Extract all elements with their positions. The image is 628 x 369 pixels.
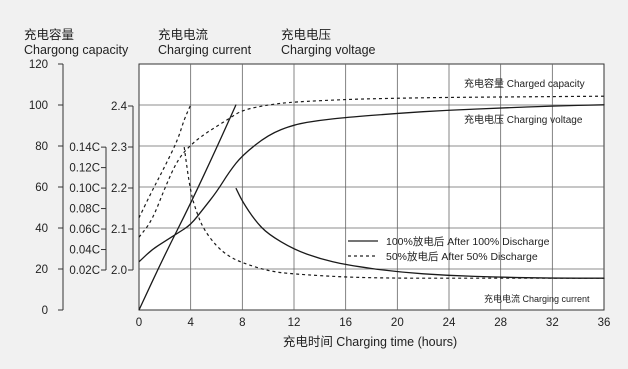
current-tick-label: 0.10C	[69, 183, 100, 195]
capacity-axis-title-cn: 充电容量	[24, 27, 74, 42]
voltage-axis-title-en: Charging voltage	[281, 43, 376, 57]
voltage-tick-label: 2.4	[111, 101, 128, 113]
legend-solid-label: 100%放电后 After 100% Discharge	[386, 235, 550, 248]
voltage-tick-label: 2.3	[111, 142, 127, 154]
current-tick-label: 0.06C	[69, 224, 100, 236]
time-tick-label: 24	[443, 317, 456, 329]
time-tick-label: 0	[136, 317, 142, 329]
capacity-tick-label: 100	[29, 100, 48, 112]
time-tick-label: 4	[187, 317, 194, 329]
time-tick-label: 28	[494, 317, 507, 329]
legend: 100%放电后 After 100% Discharge 50%放电后 Afte…	[348, 235, 550, 263]
current-tick-label: 0.02C	[69, 265, 100, 277]
time-tick-label: 20	[391, 317, 404, 329]
current-tick-label: 0.14C	[69, 142, 100, 154]
current-curve-dashed	[183, 147, 605, 279]
current-tick-label: 0.04C	[69, 245, 100, 257]
time-tick-label: 32	[546, 317, 559, 329]
capacity-tick-label: 120	[29, 59, 48, 71]
time-tick-label: 36	[598, 317, 611, 329]
current-annotation: 充电电流 Charging current	[484, 293, 590, 304]
time-tick-label: 12	[288, 317, 301, 329]
capacity-annotation: 充电容量 Charged capacity	[464, 77, 585, 90]
voltage-curve-dashed	[138, 95, 605, 238]
current-axis-title-en: Charging current	[158, 43, 252, 57]
capacity-tick-label: 80	[35, 141, 48, 153]
voltage-tick-label: 2.1	[111, 224, 127, 236]
voltage-annotation: 充电电压 Charging voltage	[464, 113, 583, 126]
capacity-tick-label: 0	[42, 305, 48, 317]
current-tick-label: 0.12C	[69, 163, 100, 175]
voltage-tick-label: 2.0	[111, 265, 127, 277]
current-tick-label: 0.08C	[69, 204, 100, 216]
voltage-curve-solid	[138, 104, 605, 263]
capacity-axis-title-en: Chargong capacity	[24, 43, 129, 57]
current-axis-title-cn: 充电电流	[158, 27, 209, 42]
voltage-tick-label: 2.2	[111, 183, 127, 195]
capacity-curve-dashed	[138, 104, 192, 219]
capacity-tick-label: 60	[35, 182, 48, 194]
time-axis-title: 充电时间 Charging time (hours)	[283, 334, 457, 349]
voltage-axis-title-cn: 充电电压	[281, 27, 331, 42]
capacity-tick-label: 20	[35, 264, 48, 276]
capacity-curve-solid	[138, 104, 237, 311]
legend-dashed-label: 50%放电后 After 50% Discharge	[386, 250, 538, 263]
time-tick-label: 16	[339, 317, 352, 329]
capacity-tick-label: 40	[35, 223, 48, 235]
time-tick-label: 8	[239, 317, 245, 329]
